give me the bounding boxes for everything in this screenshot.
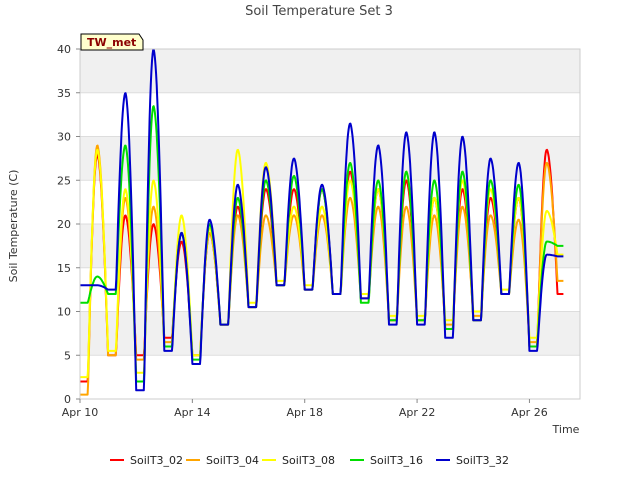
y-tick-label: 35 [57,87,71,100]
grid-band [80,49,580,93]
legend: SoilT3_02 SoilT3_04 SoilT3_08 SoilT3_16 Soil… [110,454,509,467]
y-tick-label: 30 [57,131,71,144]
y-tick-label: 15 [57,262,71,275]
legend-label-SoilT3_02: SoilT3_02 [130,454,183,467]
y-tick-label: 20 [57,218,71,231]
legend-label-SoilT3_08: SoilT3_08 [282,454,335,467]
grid-band [80,136,580,181]
y-tick-label: 0 [64,393,71,406]
plot-area [80,48,580,400]
x-tick-label: Apr 22 [399,406,436,419]
y-tick-label: 40 [57,43,71,56]
series-layer [79,48,564,396]
y-tick-label: 25 [57,174,71,187]
legend-label-SoilT3_04: SoilT3_04 [206,454,259,467]
chart-title: Soil Temperature Set 3 [245,4,393,19]
y-axis-label: Soil Temperature (C) [7,170,20,283]
x-tick-label: Apr 10 [62,406,99,419]
x-axis-label: Time [552,423,580,436]
x-tick-label: Apr 26 [511,406,548,419]
axes-layer: 0 5 10 15 20 25 30 35 40 Apr 10 Apr 14 Apr 18 Apr 22… [57,43,581,419]
station-tag: TW_met [80,33,144,51]
y-tick-label: 5 [64,349,71,362]
x-tick-label: Apr 14 [174,406,211,419]
station-tag-label: TW_met [87,36,136,49]
legend-label-SoilT3_32: SoilT3_32 [456,454,509,467]
grid-band [80,311,580,356]
station-tag-box [80,33,144,51]
legend-label-SoilT3_16: SoilT3_16 [370,454,423,467]
x-tick-label: Apr 18 [286,406,323,419]
y-tick-label: 10 [57,306,71,319]
series-line-SoilT3_32 [79,48,564,392]
